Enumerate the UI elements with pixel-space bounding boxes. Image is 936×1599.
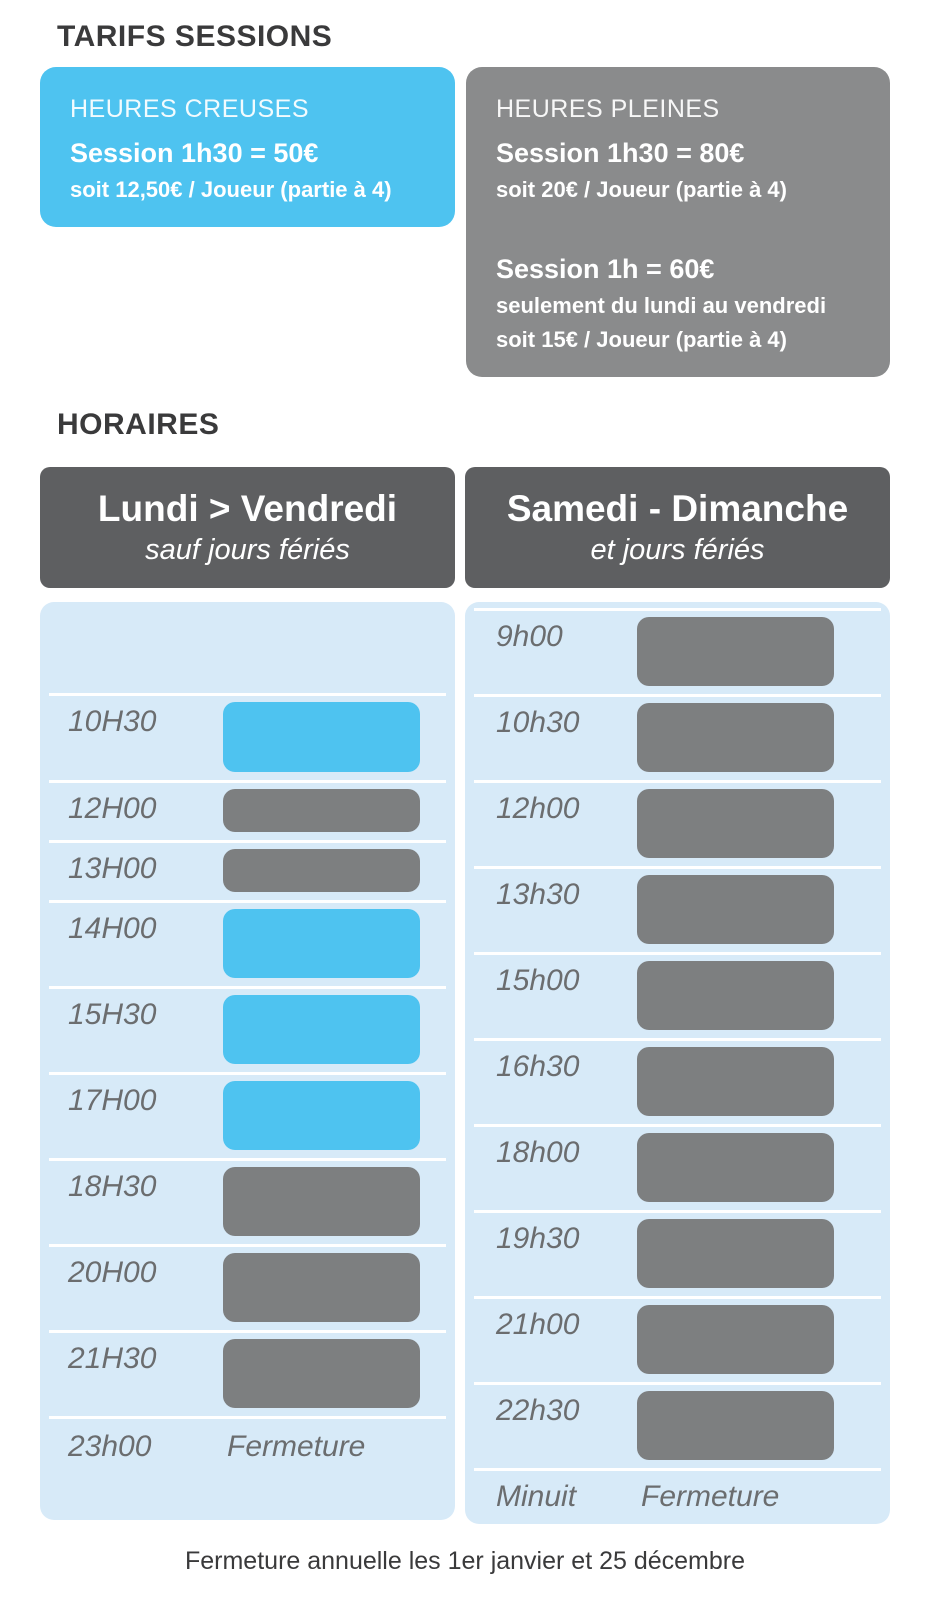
time-label: 15H30 (68, 998, 157, 1031)
session-bar-pleine (637, 875, 834, 944)
schedule-row-empty (40, 602, 455, 693)
session-bar-creuse (223, 909, 420, 978)
schedule-row-21h00: 21h00 (465, 1296, 890, 1382)
annual-closure-note: Fermeture annuelle les 1er janvier et 25… (184, 1547, 746, 1575)
session-bar-pleine (637, 1133, 834, 1202)
schedule-row-13h00: 13H00 (40, 840, 455, 900)
session-bar-pleine (637, 1047, 834, 1116)
schedule-row-10h30: 10h30 (465, 694, 890, 780)
session-bar-pleine (637, 1219, 834, 1288)
pricing-cards: HEURES CREUSES Session 1h30 = 50€ soit 1… (40, 67, 890, 377)
schedule-row-19h30: 19h30 (465, 1210, 890, 1296)
session-bar-pleine (637, 617, 834, 686)
creuses-price-line: Session 1h30 = 50€ (70, 138, 319, 168)
schedule-row-15h00: 15h00 (465, 952, 890, 1038)
session-bar-pleine (223, 789, 420, 832)
time-label: 10H30 (68, 705, 157, 738)
heures-pleines-label: HEURES PLEINES (496, 95, 720, 123)
time-label: 19h30 (496, 1222, 580, 1255)
schedule-row-23h00: 23h00 Fermeture (40, 1416, 455, 1520)
tarifs-section-title: TARIFS SESSIONS (57, 20, 333, 53)
session-bar-pleine (637, 789, 834, 858)
schedule-row-21h30: 21H30 (40, 1330, 455, 1416)
schedule-row-13h30: 13h30 (465, 866, 890, 952)
time-label: 15h00 (496, 964, 580, 997)
pleines-price-line-1: Session 1h30 = 80€ (496, 138, 745, 168)
session-bar-creuse (223, 1081, 420, 1150)
time-label: 16h30 (496, 1050, 580, 1083)
session-bar-pleine (223, 849, 420, 892)
time-label: 21H30 (68, 1342, 157, 1375)
schedule-row-22h30: 22h30 (465, 1382, 890, 1468)
time-label: 9h00 (496, 620, 563, 653)
heures-pleines-card: HEURES PLEINES Session 1h30 = 80€ soit 2… (466, 67, 890, 377)
time-label: 22h30 (496, 1394, 580, 1427)
time-label: Minuit (496, 1480, 577, 1513)
schedule-row-9h00: 9h00 (465, 608, 890, 694)
weekday-schedule-panel: 10H30 12H00 13H00 14H00 15H30 17H00 18H30 20H00… (40, 602, 455, 1520)
session-bar-pleine (223, 1253, 420, 1322)
time-label: 17H00 (68, 1084, 157, 1117)
session-bar-pleine (223, 1167, 420, 1236)
time-label (40, 602, 223, 693)
weekend-schedule-panel: 9h00 10h30 12h00 13h30 15h00 16h30 18h00 19h30 2… (465, 602, 890, 1524)
schedule-row-20h00: 20H00 (40, 1244, 455, 1330)
time-label: 23h00 (68, 1430, 152, 1463)
session-bar-creuse (223, 995, 420, 1064)
session-bar-pleine (637, 1391, 834, 1460)
weekday-header-title: Lundi > Vendredi (97, 488, 398, 529)
time-label: 13H00 (68, 852, 157, 885)
weekend-header-subtitle: et jours fériés (590, 534, 765, 566)
time-label: 18h00 (496, 1136, 580, 1169)
schedule-row-18h00: 18h00 (465, 1124, 890, 1210)
weekday-header-subtitle: sauf jours fériés (145, 534, 350, 566)
pleines-detail-2b: soit 15€ / Joueur (partie à 4) (496, 327, 787, 352)
pleines-detail-2a: seulement du lundi au vendredi (496, 293, 827, 318)
heures-creuses-label: HEURES CREUSES (70, 95, 309, 123)
schedule-row-16h30: 16h30 (465, 1038, 890, 1124)
pleines-detail-1: soit 20€ / Joueur (partie à 4) (496, 177, 787, 202)
pleines-price-line-2: Session 1h = 60€ (496, 254, 715, 284)
time-label: 21h00 (496, 1308, 580, 1341)
time-label: 12h00 (496, 792, 580, 825)
session-bar-pleine (637, 1305, 834, 1374)
heures-creuses-card: HEURES CREUSES Session 1h30 = 50€ soit 1… (40, 67, 455, 227)
schedule-row-12h00: 12H00 (40, 780, 455, 840)
closing-label: Fermeture (227, 1430, 366, 1463)
session-bar-creuse (223, 702, 420, 772)
schedule-row-minuit: Minuit Fermeture (465, 1468, 890, 1524)
weekend-column: Samedi - Dimanche et jours fériés 9h00 10… (465, 467, 890, 1524)
weekday-header: Lundi > Vendredi sauf jours fériés (40, 467, 455, 588)
session-bar-pleine (223, 1339, 420, 1408)
closing-label: Fermeture (641, 1480, 780, 1513)
creuses-detail-line: soit 12,50€ / Joueur (partie à 4) (70, 177, 392, 202)
session-bar-pleine (637, 703, 834, 772)
time-label: 14H00 (68, 912, 157, 945)
weekend-header-title: Samedi - Dimanche (506, 488, 849, 529)
schedule-row-12h00: 12h00 (465, 780, 890, 866)
schedule-area: Lundi > Vendredi sauf jours fériés 10H30… (40, 467, 890, 1524)
time-label: 10h30 (496, 706, 580, 739)
schedule-row-17h00: 17H00 (40, 1072, 455, 1158)
weekend-header: Samedi - Dimanche et jours fériés (465, 467, 890, 588)
session-bar-pleine (637, 961, 834, 1030)
schedule-row-14h00: 14H00 (40, 900, 455, 986)
time-label: 13h30 (496, 878, 580, 911)
schedule-row-18h30: 18H30 (40, 1158, 455, 1244)
schedule-row-10h30: 10H30 (40, 693, 455, 780)
time-label: 12H00 (68, 792, 157, 825)
time-label: 18H30 (68, 1170, 157, 1203)
horaires-section-title: HORAIRES (57, 408, 220, 441)
time-label: 20H00 (68, 1256, 157, 1289)
weekday-column: Lundi > Vendredi sauf jours fériés 10H30… (40, 467, 455, 1520)
schedule-row-15h30: 15H30 (40, 986, 455, 1072)
